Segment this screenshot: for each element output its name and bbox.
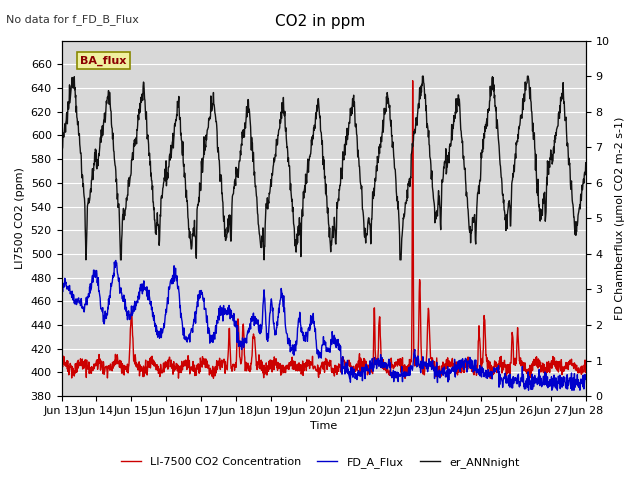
Y-axis label: LI7500 CO2 (ppm): LI7500 CO2 (ppm) xyxy=(15,168,25,269)
X-axis label: Time: Time xyxy=(310,421,337,432)
Legend: LI-7500 CO2 Concentration, FD_A_Flux, er_ANNnight: LI-7500 CO2 Concentration, FD_A_Flux, er… xyxy=(116,452,524,472)
Text: CO2 in ppm: CO2 in ppm xyxy=(275,14,365,29)
Y-axis label: FD Chamberflux (μmol CO2 m-2 s-1): FD Chamberflux (μmol CO2 m-2 s-1) xyxy=(615,117,625,320)
Text: BA_flux: BA_flux xyxy=(80,56,126,66)
Text: No data for f_FD_B_Flux: No data for f_FD_B_Flux xyxy=(6,14,140,25)
